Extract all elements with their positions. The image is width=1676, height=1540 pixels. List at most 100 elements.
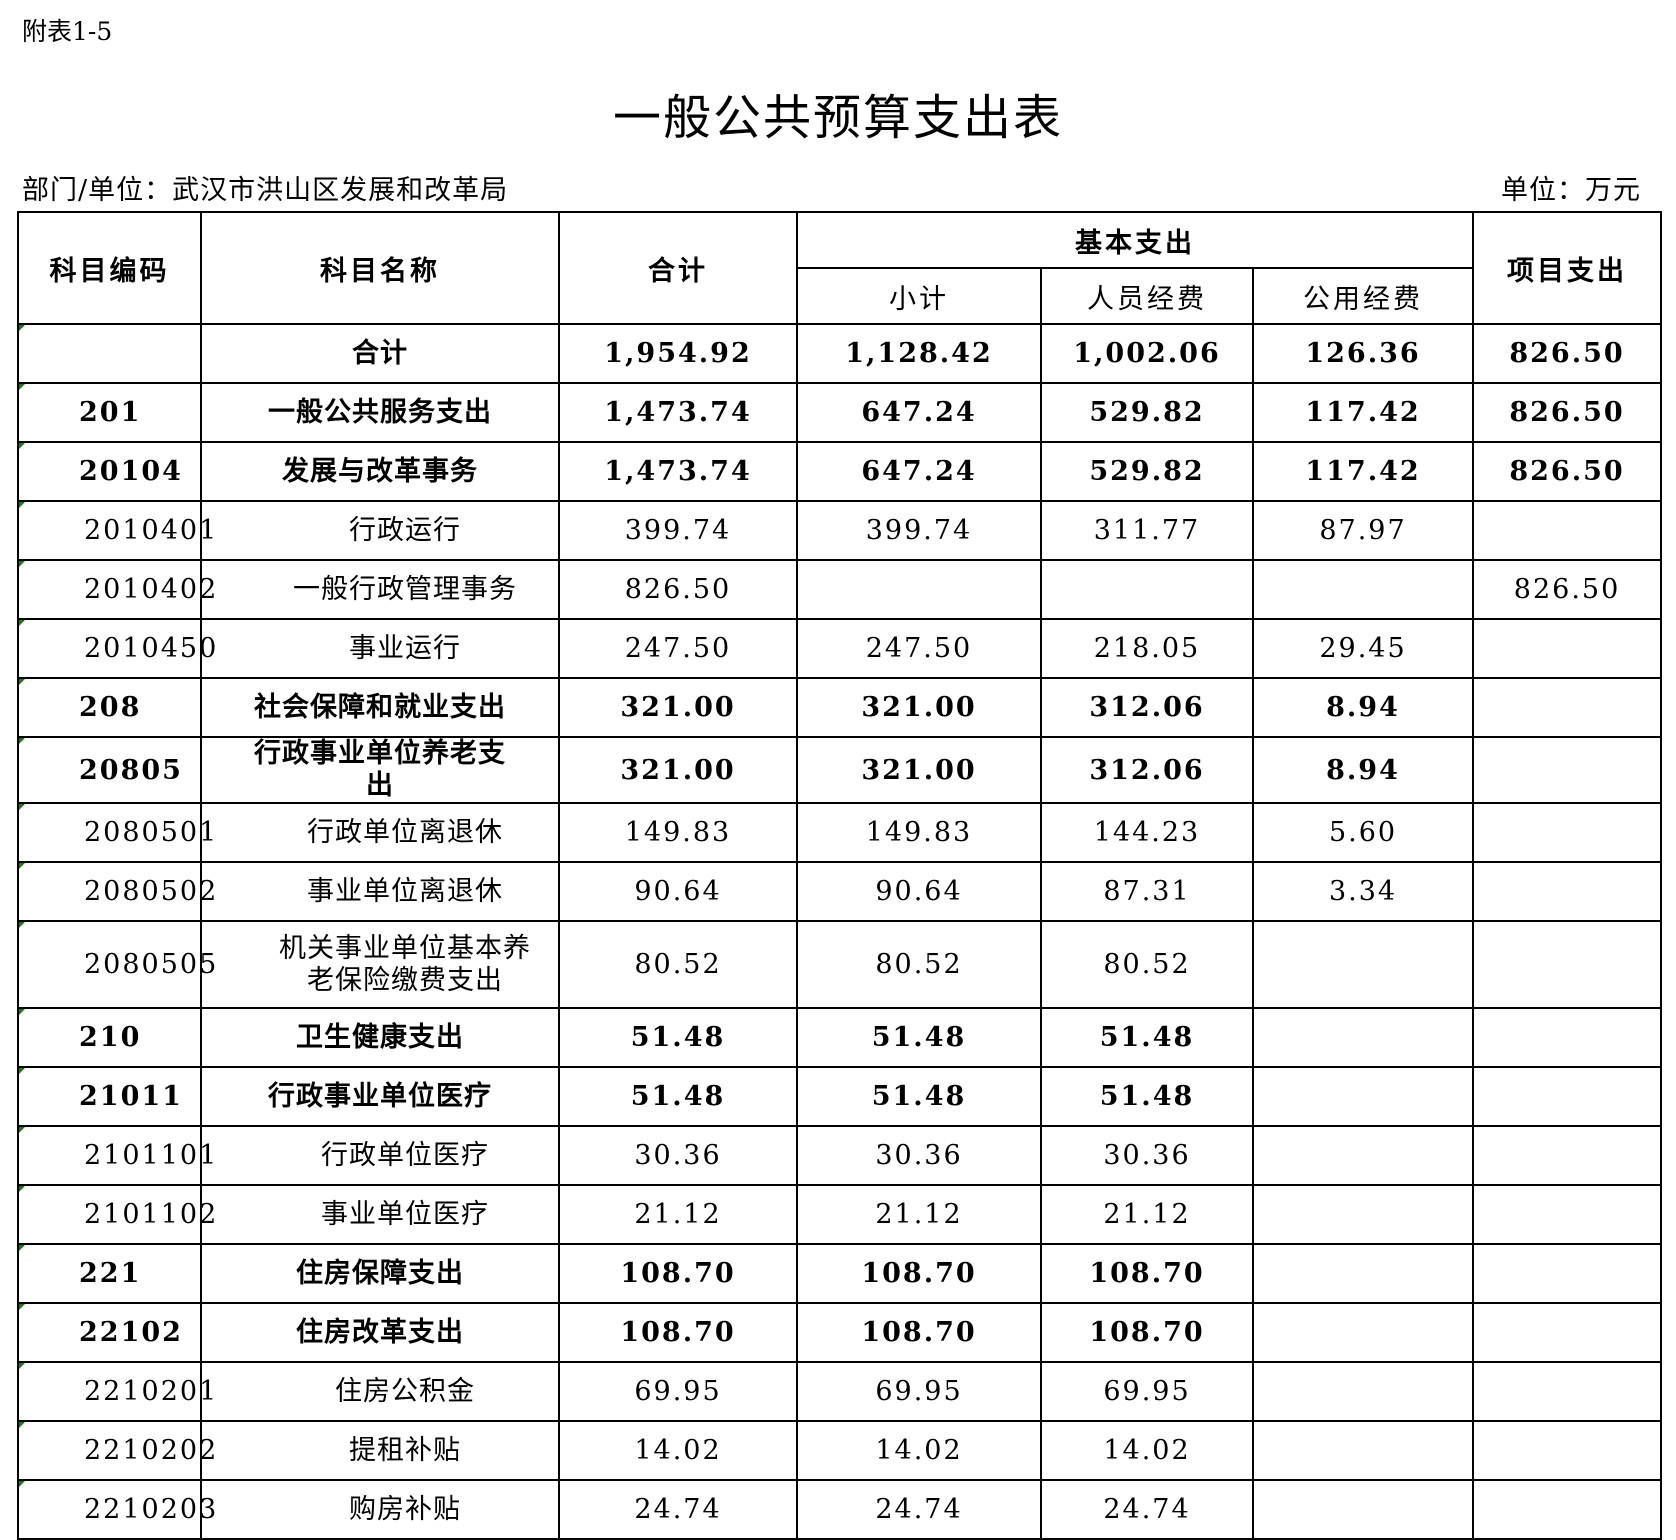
cell: 一般公共服务支出 [200,382,560,443]
cell [1251,920,1475,1009]
cell: 发展与改革事务 [200,441,560,502]
cell [1472,1184,1663,1245]
cell: 80.52 [796,920,1042,1009]
cell: 826.50 [1472,441,1663,502]
cell: 24.74 [1040,1479,1254,1540]
cell [1472,1007,1663,1068]
table-row: 2210203 购房补贴 24.74 24.74 24.74 [17,1479,1663,1540]
cell: 5.60 [1251,802,1475,863]
cell [1472,920,1663,1009]
cell: 210 [17,1007,202,1068]
cell: 51.48 [1040,1066,1254,1127]
table-row: 2080502 事业单位离退休 90.64 90.64 87.31 3.34 [17,861,1663,922]
cell: 647.24 [796,382,1042,443]
cell [1251,1125,1475,1186]
cell: 90.64 [796,861,1042,922]
cell: 2210203 [17,1479,216,1540]
cell: 2080502 [17,861,216,922]
cell: 149.83 [796,802,1042,863]
cell-text: 行政单位医疗 [321,1139,489,1171]
cell: 住房保障支出 [200,1243,560,1304]
cell: 51.48 [558,1066,798,1127]
cell: 87.97 [1251,500,1475,561]
cell: 30.36 [796,1125,1042,1186]
cell-text: 一般公共服务支出 [268,396,492,428]
cell: 30.36 [1040,1125,1254,1186]
cell: 399.74 [796,500,1042,561]
table-row: 201 一般公共服务支出 1,473.74 647.24 529.82 117.42 826… [17,382,1663,443]
cell: 80.52 [1040,920,1254,1009]
table-header: 科目编码 科目名称 合计 基本支出 项目支出 小计 人员经费 公用经费 [17,211,1663,325]
cell: 行政事业单位医疗 [200,1066,560,1127]
cell-text: 住房保障支出 [296,1257,464,1289]
cell: 8.94 [1251,677,1475,738]
cell-text: 住房改革支出 [296,1316,464,1348]
header-cell: 小计 [796,267,1042,325]
cell: 108.70 [796,1302,1042,1363]
cell [1472,1302,1663,1363]
cell: 80.52 [558,920,798,1009]
cell-text: 社会保障和就业支出 [254,691,506,723]
cell: 14.02 [796,1420,1042,1481]
cell: 2210202 [17,1420,216,1481]
cell [796,559,1042,620]
header-cell: 科目编码 [17,211,202,325]
cell [1472,1243,1663,1304]
cell: 30.36 [558,1125,798,1186]
cell: 529.82 [1040,441,1254,502]
cell [17,323,202,384]
cell: 247.50 [796,618,1042,679]
cell: 321.00 [558,736,798,804]
cell: 218.05 [1040,618,1254,679]
cell-text: 行政运行 [349,514,461,546]
cell: 826.50 [1472,323,1663,384]
cell: 21.12 [796,1184,1042,1245]
cell: 51.48 [796,1007,1042,1068]
unit: 单位：万元 [1501,175,1641,206]
header-cell: 科目名称 [200,211,560,325]
table-row: 2080501 行政单位离退休 149.83 149.83 144.23 5.60 [17,802,1663,863]
cell: 提租补贴 [200,1420,560,1481]
table-row: 2210201 住房公积金 69.95 69.95 69.95 [17,1361,1663,1422]
cell: 51.48 [796,1066,1042,1127]
cell [1472,1125,1663,1186]
table-row: 2010450 事业运行 247.50 247.50 218.05 29.45 [17,618,1663,679]
header-cell: 公用经费 [1251,267,1475,325]
cell: 24.74 [558,1479,798,1540]
table-row: 2101102 事业单位医疗 21.12 21.12 21.12 [17,1184,1663,1245]
table-body: 合计 1,954.92 1,128.42 1,002.06 126.36 826.50 20… [17,323,1663,1540]
cell [1472,1361,1663,1422]
cell: 行政单位离退休 [200,802,560,863]
cell: 一般行政管理事务 [200,559,560,620]
header-cell: 基本支出 [795,211,1475,269]
cell: 247.50 [558,618,798,679]
header-cell: 项目支出 [1472,211,1663,325]
cell: 69.95 [558,1361,798,1422]
cell: 2010450 [17,618,216,679]
cell [1472,1479,1663,1540]
cell: 2010402 [17,559,216,620]
cell [1472,736,1663,804]
cell: 事业运行 [200,618,560,679]
cell: 21.12 [1040,1184,1254,1245]
cell: 321.00 [558,677,798,738]
cell [1472,500,1663,561]
cell [1251,1361,1475,1422]
cell-text: 行政事业单位养老支出 [254,738,506,801]
cell: 647.24 [796,441,1042,502]
cell [1472,677,1663,738]
cell: 1,002.06 [1040,323,1254,384]
cell: 社会保障和就业支出 [200,677,560,738]
cell: 行政单位医疗 [200,1125,560,1186]
cell: 311.77 [1040,500,1254,561]
cell: 87.31 [1040,861,1254,922]
cell: 826.50 [558,559,798,620]
cell [1040,559,1254,620]
cell-text: 卫生健康支出 [296,1021,464,1053]
cell: 149.83 [558,802,798,863]
cell [1472,1420,1663,1481]
cell: 购房补贴 [200,1479,560,1540]
cell [1472,1066,1663,1127]
cell: 机关事业单位基本养老保险缴费支出 [200,920,560,1009]
cell: 1,473.74 [558,441,798,502]
